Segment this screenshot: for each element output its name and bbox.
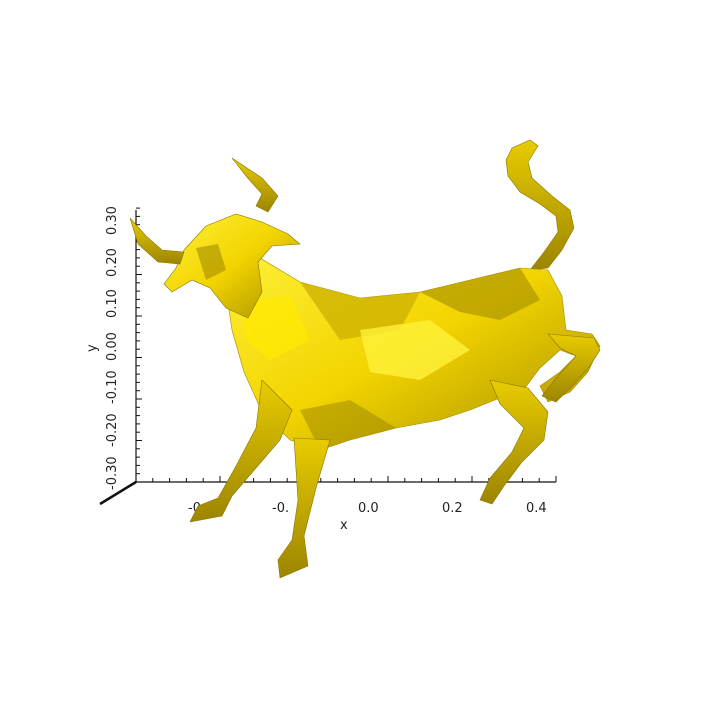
bull-horn-left [129,217,185,265]
body-shadow-facet [300,282,420,340]
y-tick-label: -0.10 [105,370,120,404]
bull-horn-right [231,157,279,213]
x-axis-title: x [340,518,348,533]
y-tick-label: 0.10 [105,289,120,318]
y-tick-label: 0.00 [105,332,120,361]
bull-hind-leg-raised [541,333,601,403]
head-shadow-facet [196,244,226,280]
x-tick-label: 0.4 [526,501,547,516]
body-highlight-facet [360,320,470,380]
y-tick-label: -0.30 [105,456,120,490]
bull-hind-leg [479,379,549,505]
y-tick-label: 0.30 [105,206,120,235]
y-tick-label: 0.20 [105,248,120,277]
z-axis-line [99,480,137,506]
body-highlight-facet [240,296,310,360]
body-shadow-facet [300,400,396,450]
bull-front-leg-right [277,437,331,579]
body-shadow-facet [420,268,540,320]
x-tick-label: 0.0 [358,501,379,516]
y-tick-label: -0.20 [105,413,120,447]
axes-group: -0. -0. 0.0 0.2 0.4 x -0.30 -0.20 -0.10 … [85,206,557,533]
x-tick-label: -0. [272,501,289,516]
bull-tail [505,139,575,271]
y-ticks [136,207,142,483]
y-axis-title: y [85,344,100,352]
bull-head [163,213,301,319]
x-tick-label: 0.2 [442,501,463,516]
bull-front-leg-left [189,379,293,523]
bull-model[interactable] [129,139,601,579]
